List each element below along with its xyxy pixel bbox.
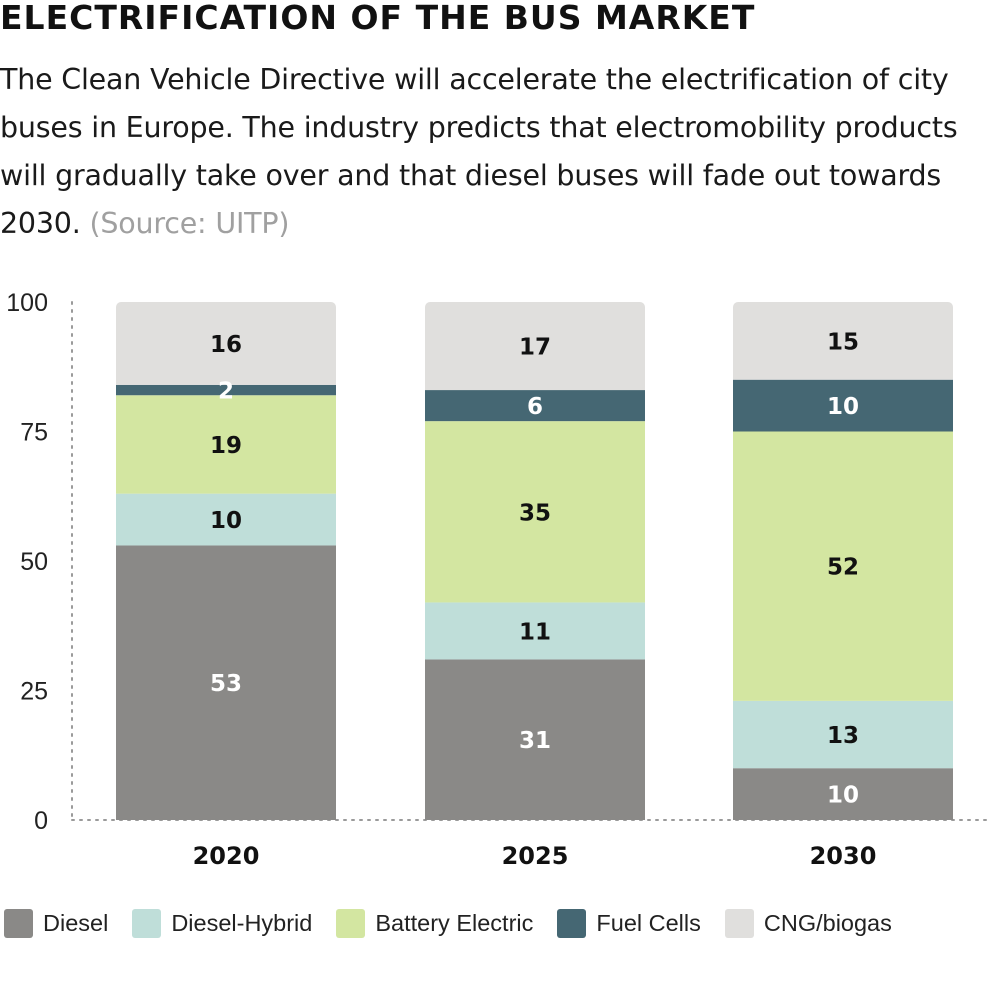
data-label: 53: [210, 671, 242, 697]
bar-segment-battery-electric: [425, 421, 645, 603]
x-tick-label: 2025: [502, 842, 569, 870]
bar-segment-diesel: [733, 768, 953, 820]
legend-swatch: [4, 908, 33, 938]
x-tick-label: 2020: [193, 842, 260, 870]
y-tick-label: 50: [20, 548, 48, 576]
legend-item: Fuel Cells: [557, 908, 701, 938]
bar-segment-cng-biogas: [733, 302, 953, 380]
bar-segment-diesel-hybrid: [733, 700, 953, 769]
data-label: 13: [827, 723, 859, 749]
data-label: 6: [527, 394, 543, 420]
y-tick-label: 75: [20, 419, 48, 447]
bar-stack-2025: [425, 302, 645, 820]
legend-item: CNG/biogas: [724, 908, 892, 938]
y-tick-label: 25: [20, 678, 48, 706]
bar-segment-battery-electric: [733, 431, 953, 701]
bar-segment-fuel-cells: [733, 379, 953, 432]
data-label: 52: [827, 555, 859, 581]
legend-label: Battery Electric: [375, 909, 534, 936]
y-tick-label: 0: [34, 807, 48, 835]
bar-segment-diesel: [116, 545, 336, 820]
y-tick-label: 100: [6, 289, 48, 317]
data-label: 2: [218, 379, 234, 405]
bar-segment-cng-biogas: [425, 302, 645, 391]
chart-legend: Diesel Diesel-Hybrid Battery Electric Fuel …: [4, 908, 916, 938]
bar-segment-fuel-cells: [425, 390, 645, 422]
chart-subtitle: The Clean Vehicle Directive will acceler…: [0, 56, 998, 248]
chart-title: ELECTRIFICATION OF THE BUS MARKET: [0, 0, 756, 37]
bar-segment-battery-electric: [116, 395, 336, 494]
subtitle-text: The Clean Vehicle Directive will acceler…: [0, 63, 958, 240]
x-tick-label: 2030: [810, 842, 877, 870]
source-note: (Source: UITP): [89, 207, 290, 240]
bar-segment-fuel-cells: [116, 384, 336, 396]
data-label: 10: [827, 783, 859, 809]
bar-stack-2030: [733, 302, 953, 820]
data-label: 17: [519, 335, 551, 361]
legend-label: Diesel-Hybrid: [171, 909, 313, 936]
bar-segment-cng-biogas: [116, 302, 336, 385]
legend-swatch: [557, 908, 587, 938]
legend-item: Battery Electric: [336, 908, 534, 938]
stacked-bar-chart: 0 25 50 75 100 53 10 19 2 16 2020 31 11 35 6 17 2025 10 13…: [6, 289, 993, 870]
bar-segment-diesel-hybrid: [116, 493, 336, 546]
legend-item: Diesel-Hybrid: [132, 908, 313, 938]
data-label: 16: [210, 332, 242, 358]
data-label: 15: [827, 329, 859, 355]
data-label: 35: [519, 500, 551, 526]
bar-segment-diesel-hybrid: [425, 602, 645, 660]
legend-label: Diesel: [43, 909, 109, 936]
bar-segment-diesel: [425, 659, 645, 820]
legend-swatch: [724, 908, 754, 938]
legend-label: CNG/biogas: [763, 909, 892, 936]
bar-stack-2020: [116, 302, 336, 820]
legend-swatch: [336, 908, 366, 938]
legend-item: Diesel: [4, 908, 109, 938]
legend-swatch: [132, 908, 162, 938]
data-label: 31: [519, 728, 551, 754]
data-label: 10: [827, 394, 859, 420]
data-label: 11: [519, 619, 551, 645]
data-label: 19: [210, 433, 242, 459]
data-label: 10: [210, 508, 242, 534]
legend-label: Fuel Cells: [596, 909, 701, 936]
